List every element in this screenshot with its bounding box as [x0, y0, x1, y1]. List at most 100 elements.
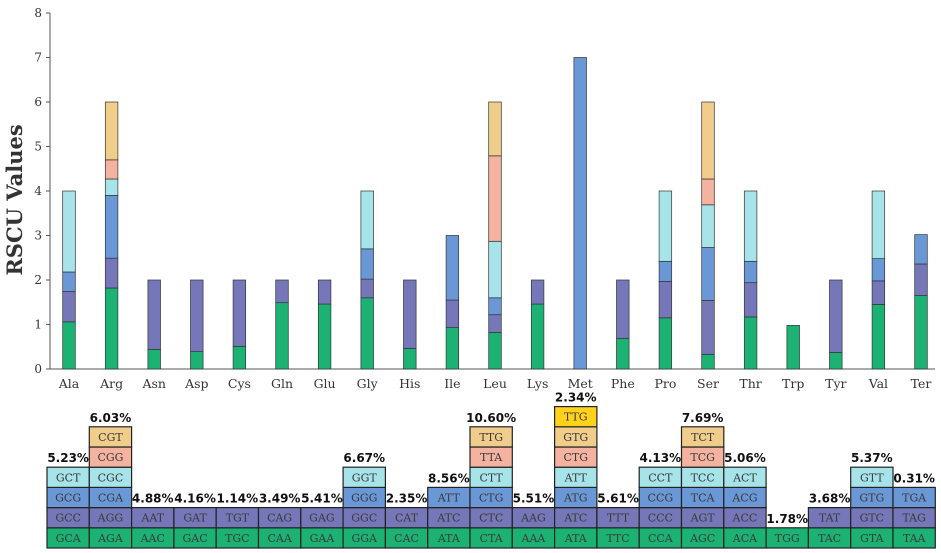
bar-segment-val-2 — [871, 258, 886, 282]
x-tick-label-gly: Gly — [357, 376, 379, 391]
bar-segment-asn-0 — [147, 349, 161, 370]
codon-label: GCG — [55, 492, 81, 505]
x-tick-label-ser: Ser — [697, 376, 719, 391]
bar-segment-asp-1 — [190, 279, 204, 352]
x-tick-label-arg: Arg — [99, 376, 123, 391]
bar-segment-arg-0 — [104, 287, 119, 370]
x-tick-label-cys: Cys — [228, 376, 251, 391]
bar-segment-arg-5 — [104, 101, 119, 161]
codon-cell-gtt — [850, 466, 894, 489]
y-axis: 0 1 2 3 4 5 6 7 8 — [34, 6, 935, 376]
codon-label: GAC — [182, 532, 207, 545]
codon-label: ATA — [437, 532, 461, 545]
codon-label: AAA — [521, 532, 547, 545]
codon-percent-val: 5.37% — [851, 451, 893, 465]
codon-label: TAA — [903, 532, 927, 545]
bar-segment-ile-0 — [445, 327, 460, 370]
bar-segment-tyr-0 — [829, 352, 843, 370]
codon-label: TTG — [564, 411, 588, 424]
y-axis-label: RSCU Values — [2, 124, 27, 275]
bar-segment-ser-3 — [701, 204, 715, 248]
codon-percent-pro: 4.13% — [640, 451, 682, 465]
codon-label: GGC — [351, 512, 377, 525]
codon-label: ACT — [732, 471, 757, 484]
x-tick-label-glu: Glu — [314, 376, 336, 391]
codon-label: GTG — [859, 492, 884, 505]
codon-percent-met: 2.34% — [555, 391, 597, 405]
codon-label: TAT — [819, 512, 841, 525]
codon-cell-cgt — [88, 426, 133, 448]
codon-percent-trp: 1.78% — [766, 512, 808, 526]
bar-segment-gly-3 — [360, 190, 374, 250]
codon-label: CTT — [480, 471, 504, 484]
bar-segment-phe-0 — [616, 337, 630, 370]
bar-segment-ter-0 — [914, 295, 928, 370]
bar-segment-cys-0 — [232, 345, 247, 370]
bar-segment-ile-1 — [445, 299, 460, 328]
codon-label: CTG — [563, 451, 588, 464]
x-tick-label-tyr: Tyr — [825, 376, 846, 391]
codon-percent-lys: 5.51% — [513, 492, 555, 506]
bar-segment-ala-1 — [62, 291, 76, 323]
bar-segment-lys-1 — [530, 279, 545, 305]
x-tick-label-thr: Thr — [739, 376, 761, 391]
bar-segment-arg-4 — [104, 159, 119, 180]
codon-label: TCC — [691, 471, 715, 484]
y-tick-label: 1 — [34, 318, 42, 332]
codon-cell-ttg — [469, 426, 513, 448]
codon-cell-ggt — [342, 466, 387, 489]
stacked-bars — [62, 57, 928, 370]
bar-segment-gln-1 — [275, 279, 289, 304]
codon-percent-ter: 0.31% — [893, 471, 935, 485]
bar-segment-arg-1 — [104, 257, 119, 289]
bar-segment-ile-2 — [445, 235, 460, 301]
codon-label: GAG — [309, 512, 335, 525]
codon-percent-asp: 4.16% — [174, 492, 216, 506]
bar-segment-his-0 — [403, 348, 417, 370]
bar-segment-thr-0 — [743, 316, 758, 370]
bar-segment-gln-0 — [275, 302, 289, 370]
y-tick-label: 0 — [34, 362, 42, 376]
bar-segment-ser-5 — [701, 101, 715, 180]
x-tick-label-asn: Asn — [141, 376, 166, 391]
codon-label: TGG — [775, 532, 800, 545]
codon-percent-his: 2.35% — [386, 492, 428, 506]
bar-segment-leu-3 — [488, 240, 502, 299]
codon-label: GCC — [55, 512, 81, 525]
bar-segment-gly-0 — [360, 297, 374, 370]
bar-segment-val-0 — [871, 304, 886, 370]
codon-label: AGA — [97, 532, 124, 545]
codon-label: ATG — [563, 492, 587, 505]
bar-segment-his-1 — [403, 279, 417, 349]
x-tick-label-ala: Ala — [58, 376, 80, 391]
codon-label: TAG — [902, 512, 925, 525]
bar-segment-ser-2 — [701, 247, 715, 301]
bar-segment-tyr-1 — [829, 279, 843, 353]
bar-segment-ter-2 — [914, 234, 928, 265]
codon-cell-tga — [892, 486, 936, 509]
codon-label: TTA — [480, 451, 503, 464]
x-tick-label-pro: Pro — [654, 376, 676, 391]
bar-segment-leu-0 — [488, 332, 502, 370]
codon-label: ACA — [732, 532, 758, 545]
bar-segment-glu-0 — [317, 303, 332, 370]
codon-label: CCC — [648, 512, 673, 525]
x-tick-label-phe: Phe — [611, 376, 635, 391]
codon-label: CAT — [395, 512, 419, 525]
codon-label: CTG — [479, 492, 504, 505]
codon-percent-arg: 6.03% — [90, 411, 132, 425]
bar-segment-gly-1 — [360, 278, 374, 299]
bar-segment-pro-0 — [658, 317, 673, 370]
x-tick-label-asp: Asp — [184, 376, 208, 391]
codon-label: GCA — [56, 532, 82, 545]
codon-label: TAC — [818, 532, 841, 545]
bar-segment-ala-0 — [62, 321, 76, 370]
codon-label: ATC — [563, 512, 587, 525]
codon-label: GGT — [352, 471, 378, 484]
x-tick-label-val: Val — [868, 376, 888, 391]
codon-label: ATT — [437, 492, 461, 505]
bar-segment-asn-1 — [147, 279, 161, 350]
codon-label: TGA — [902, 492, 927, 505]
codon-label: ACG — [731, 492, 757, 505]
codon-label: TCT — [691, 431, 715, 444]
